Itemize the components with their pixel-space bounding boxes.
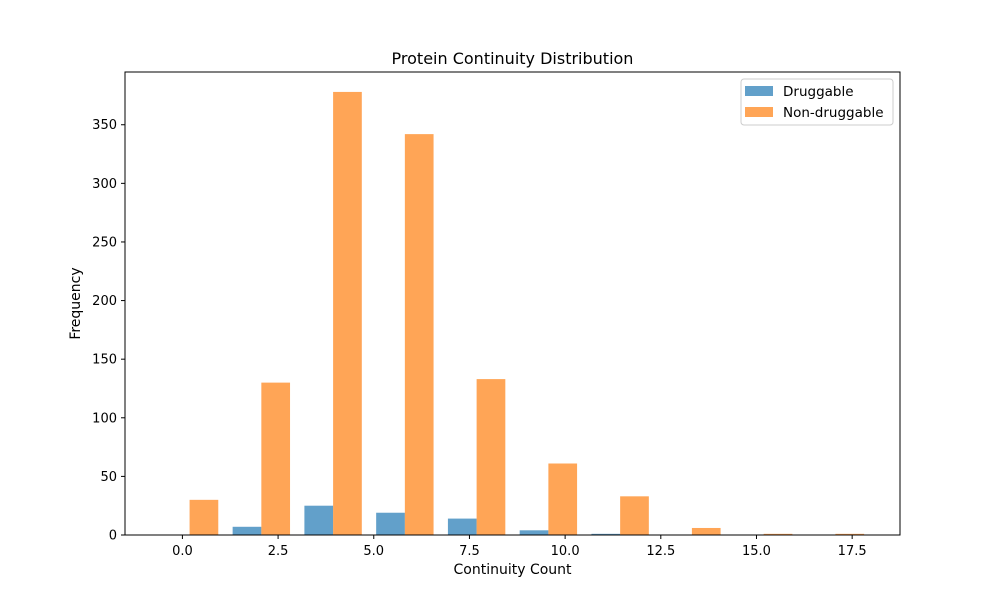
bar-non-druggable-6	[620, 496, 649, 535]
y-tick-label: 350	[92, 118, 117, 133]
legend-swatch-druggable	[745, 86, 773, 96]
x-tick-label: 2.5	[268, 544, 289, 559]
legend: Druggable Non-druggable	[740, 78, 894, 126]
bar-druggable-5	[519, 530, 549, 535]
y-tick-label: 250	[92, 235, 117, 250]
bar-non-druggable-8	[763, 533, 793, 535]
x-tick-label: 15.0	[742, 544, 771, 559]
plot-frame	[124, 71, 901, 536]
bar-non-druggable-2	[333, 91, 362, 536]
bar-druggable-4	[447, 518, 477, 535]
bar-non-druggable-0	[189, 499, 219, 535]
x-axis-label: Continuity Count	[453, 562, 572, 578]
y-tick-label: 200	[92, 294, 117, 309]
x-tick-label: 17.5	[838, 544, 867, 559]
x-tick-label: 7.5	[459, 544, 480, 559]
x-tick-label: 12.5	[646, 544, 675, 559]
legend-label-druggable: Druggable	[783, 84, 854, 100]
legend-swatch-non-druggable	[745, 107, 773, 117]
y-tick-label: 0	[109, 529, 117, 544]
chart-title: Protein Continuity Distribution	[392, 49, 634, 68]
bar-druggable-1	[232, 526, 262, 535]
bar-druggable-3	[376, 512, 405, 535]
bar-non-druggable-4	[476, 379, 506, 535]
bar-druggable-2	[304, 505, 334, 535]
axes-group: 0.0 2.5 5.0 7.5 10.0 12.5 15.0 17.5 0 50 100 150 200…	[92, 71, 901, 559]
y-tick-label: 50	[100, 470, 117, 485]
y-tick-label: 300	[92, 177, 117, 192]
legend-box	[740, 78, 894, 126]
bar-non-druggable-1	[261, 382, 291, 535]
bar-non-druggable-9	[835, 533, 865, 535]
y-tick-label: 150	[92, 353, 117, 368]
y-tick-label: 100	[92, 411, 117, 426]
bars-group	[189, 91, 865, 536]
x-tick-label: 5.0	[363, 544, 384, 559]
x-tick-label: 0.0	[172, 544, 193, 559]
bar-non-druggable-7	[691, 527, 721, 535]
bar-non-druggable-3	[404, 134, 434, 535]
y-axis-label: Frequency	[68, 267, 84, 339]
x-tick-label: 10.0	[551, 544, 580, 559]
bar-non-druggable-5	[548, 463, 578, 535]
legend-label-non-druggable: Non-druggable	[783, 105, 884, 121]
bar-druggable-6	[591, 533, 621, 535]
